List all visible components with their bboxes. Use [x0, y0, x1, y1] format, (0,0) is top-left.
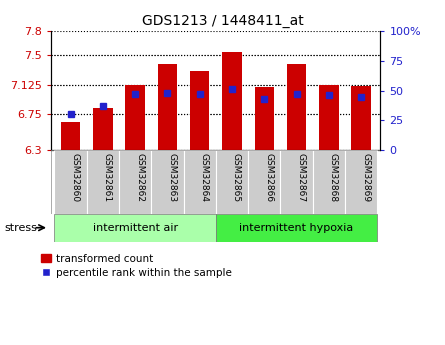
Text: GSM32860: GSM32860 [71, 153, 80, 203]
Text: GSM32864: GSM32864 [200, 153, 209, 202]
Bar [255, 87, 274, 150]
Bar [61, 122, 80, 150]
Bar [54, 150, 87, 214]
Bar [216, 214, 377, 242]
Bar [352, 86, 371, 150]
Text: GDS1213 / 1448411_at: GDS1213 / 1448411_at [142, 14, 303, 28]
Bar [313, 150, 345, 214]
Text: GSM32862: GSM32862 [135, 153, 144, 202]
Text: GSM32868: GSM32868 [329, 153, 338, 203]
Text: GSM32865: GSM32865 [232, 153, 241, 203]
Text: GSM32869: GSM32869 [361, 153, 370, 203]
Bar [158, 65, 177, 150]
Legend: transformed count, percentile rank within the sample: transformed count, percentile rank withi… [41, 254, 232, 278]
Bar [54, 214, 216, 242]
Text: intermittent hypoxia: intermittent hypoxia [239, 223, 354, 233]
Bar [183, 150, 216, 214]
Bar [319, 85, 339, 150]
Text: GSM32863: GSM32863 [167, 153, 176, 203]
Bar [125, 85, 145, 150]
Bar [248, 150, 280, 214]
Bar [222, 52, 242, 150]
Bar [93, 108, 113, 150]
Bar [87, 150, 119, 214]
Bar [287, 65, 306, 150]
Text: intermittent air: intermittent air [93, 223, 178, 233]
Text: GSM32861: GSM32861 [103, 153, 112, 203]
Bar [151, 150, 183, 214]
Text: GSM32866: GSM32866 [264, 153, 273, 203]
Bar [216, 150, 248, 214]
Text: GSM32867: GSM32867 [296, 153, 306, 203]
Bar [119, 150, 151, 214]
Text: stress: stress [4, 223, 37, 233]
Bar [345, 150, 377, 214]
Bar [280, 150, 313, 214]
Bar [190, 71, 209, 150]
